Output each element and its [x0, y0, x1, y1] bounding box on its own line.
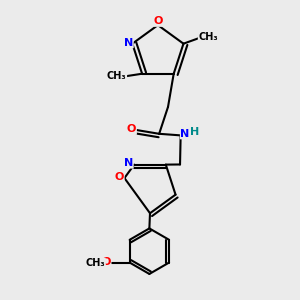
Text: H: H: [190, 127, 199, 137]
Text: O: O: [115, 172, 124, 182]
Text: CH₃: CH₃: [107, 71, 127, 81]
Text: CH₃: CH₃: [198, 32, 218, 42]
Text: CH₃: CH₃: [86, 258, 105, 268]
Text: O: O: [154, 16, 163, 26]
Text: N: N: [124, 38, 133, 48]
Text: O: O: [127, 124, 136, 134]
Text: O: O: [102, 257, 111, 267]
Text: N: N: [124, 158, 133, 168]
Text: N: N: [181, 129, 190, 139]
